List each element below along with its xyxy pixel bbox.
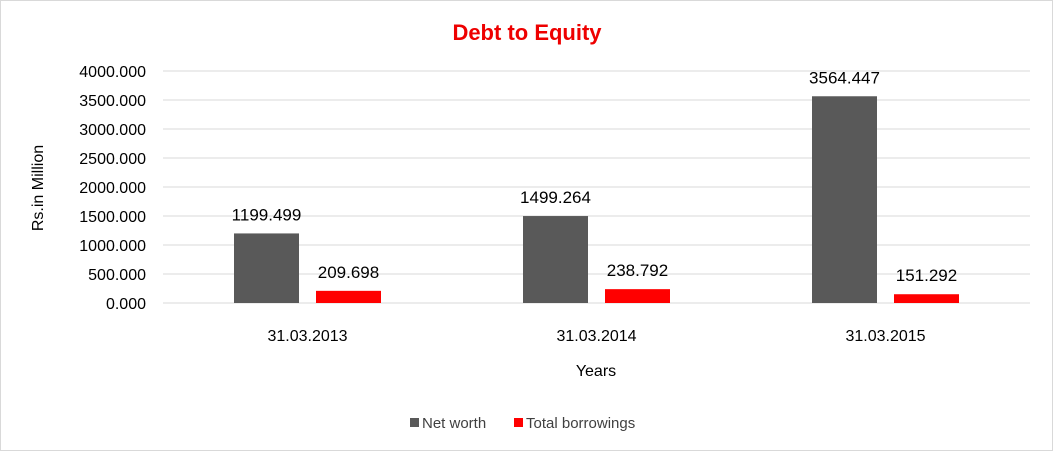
gridlines (163, 70, 1030, 304)
y-tick-label: 1500.000 (79, 209, 146, 226)
bar-total-borrowings (605, 289, 670, 303)
y-tick-label: 2000.000 (79, 180, 146, 197)
x-tick-label: 31.03.2015 (845, 328, 925, 345)
data-label: 151.292 (896, 266, 957, 285)
data-label: 238.792 (607, 261, 668, 280)
legend-label: Total borrowings (526, 415, 635, 432)
y-tick-label: 2500.000 (79, 151, 146, 168)
data-label: 1199.499 (232, 205, 302, 224)
y-tick-label: 3500.000 (79, 93, 146, 110)
x-axis-label: Years (576, 363, 616, 380)
data-label: 1499.264 (520, 188, 591, 207)
bar-net-worth (234, 233, 299, 303)
chart-title: Debt to Equity (452, 20, 602, 45)
legend-swatch (410, 418, 419, 427)
bars (234, 96, 959, 303)
x-axis-ticks: 31.03.2013 31.03.2014 31.03.2015 (267, 328, 925, 345)
y-tick-label: 3000.000 (79, 122, 146, 139)
x-tick-label: 31.03.2013 (267, 328, 347, 345)
legend: Net worth Total borrowings (410, 415, 635, 432)
bar-net-worth (812, 96, 877, 303)
legend-label: Net worth (422, 415, 486, 432)
data-label: 3564.447 (809, 68, 880, 87)
y-tick-label: 500.000 (88, 267, 146, 284)
bar-net-worth (523, 216, 588, 303)
x-tick-label: 31.03.2014 (556, 328, 636, 345)
y-tick-label: 0.000 (106, 296, 146, 313)
legend-swatch (514, 418, 523, 427)
y-tick-label: 1000.000 (79, 238, 146, 255)
y-axis-ticks: 0.000 500.000 1000.000 1500.000 2000.000 2500… (79, 64, 146, 313)
y-tick-label: 4000.000 (79, 64, 146, 81)
bar-total-borrowings (316, 290, 381, 303)
bar-total-borrowings (894, 294, 959, 303)
data-label: 209.698 (318, 263, 379, 282)
y-axis-label: Rs.in Million (30, 145, 47, 231)
data-labels: 1199.499 209.698 1499.264 238.792 3564.447 15… (232, 68, 958, 285)
